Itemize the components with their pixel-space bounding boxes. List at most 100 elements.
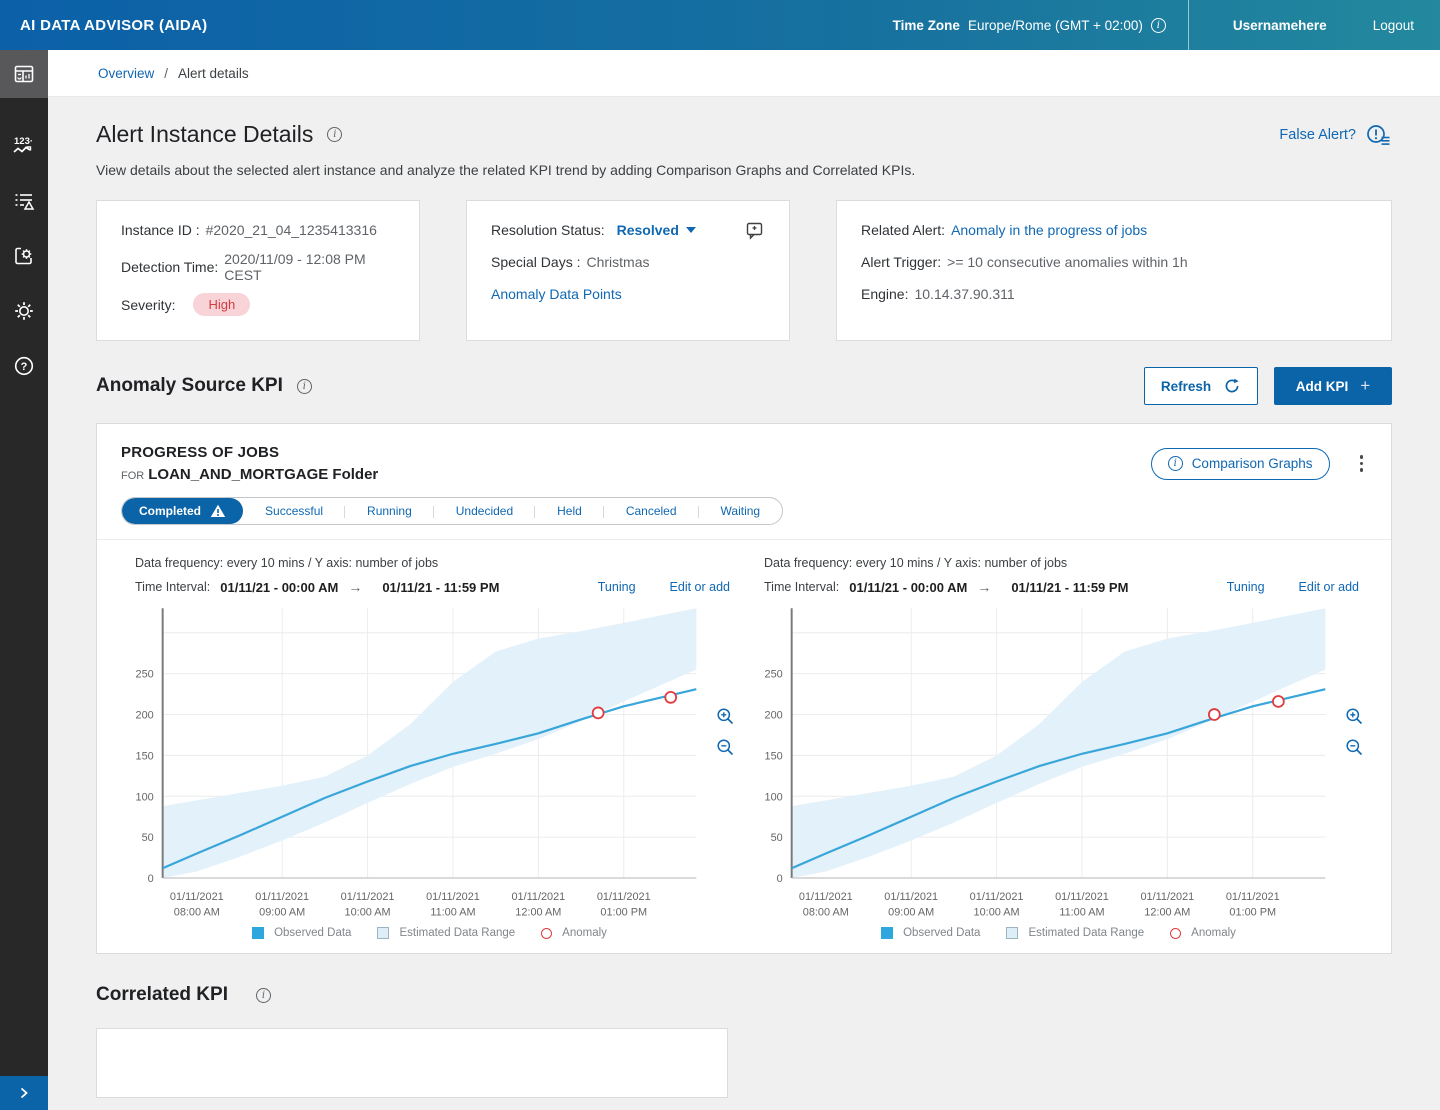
time-interval-end[interactable]: 01/11/21 - 11:59 PM xyxy=(1011,580,1128,595)
x-tick-time: 10:00 AM xyxy=(974,907,1020,919)
time-interval-start[interactable]: 01/11/21 - 00:00 AM xyxy=(220,580,338,595)
refresh-icon xyxy=(1223,377,1241,395)
resolution-card: Resolution Status: Resolved xyxy=(466,200,790,341)
false-alert-button[interactable]: False Alert? xyxy=(1279,123,1392,147)
anomaly-swatch xyxy=(541,928,552,939)
comparison-graphs-label: Comparison Graphs xyxy=(1192,456,1313,471)
instance-id-value: #2020_21_04_1235413316 xyxy=(206,222,377,238)
breadcrumb: Overview / Alert details xyxy=(48,50,1440,97)
chart-area: 05010015020025001/11/202108:00 AM01/11/2… xyxy=(136,608,697,919)
anomaly-point[interactable] xyxy=(665,692,676,703)
username[interactable]: Usernamehere xyxy=(1189,18,1373,33)
y-tick-label: 50 xyxy=(142,832,154,844)
legend-range-label: Estimated Data Range xyxy=(399,927,515,939)
anomaly-point[interactable] xyxy=(1209,709,1220,720)
resolution-status-value: Resolved xyxy=(617,222,679,238)
page-title-info-icon[interactable] xyxy=(327,127,342,142)
tuning-link[interactable]: Tuning xyxy=(1227,580,1265,594)
anomaly-point[interactable] xyxy=(593,707,604,718)
sidebar-expand-button[interactable] xyxy=(0,1076,48,1110)
x-tick-time: 12:00 AM xyxy=(515,907,561,919)
time-zone-info-icon[interactable] xyxy=(1151,18,1166,33)
correlated-kpi-info-icon[interactable] xyxy=(256,988,271,1003)
time-interval-start[interactable]: 01/11/21 - 00:00 AM xyxy=(849,580,967,595)
edit-or-add-link[interactable]: Edit or add xyxy=(670,580,730,594)
sidebar-item-kpi-configuration[interactable] xyxy=(0,232,48,280)
x-tick-date: 01/11/2021 xyxy=(426,891,480,903)
related-alert-label: Related Alert: xyxy=(861,222,945,238)
y-tick-label: 150 xyxy=(765,750,783,762)
anomaly-source-kpi-info-icon[interactable] xyxy=(297,379,312,394)
zoom-in-icon[interactable] xyxy=(1345,707,1364,726)
x-tick-time: 11:00 AM xyxy=(1059,907,1104,919)
kpi-title: PROGRESS OF JOBS xyxy=(121,444,378,461)
time-interval-end[interactable]: 01/11/21 - 11:59 PM xyxy=(382,580,499,595)
tab-canceled[interactable]: Canceled xyxy=(604,498,699,524)
chart-panel-right: Data frequency: every 10 mins / Y axis: … xyxy=(750,556,1367,939)
app-header: AI DATA ADVISOR (AIDA) Time Zone Europe/… xyxy=(0,0,1440,50)
chevron-down-icon xyxy=(686,227,696,233)
help-icon: ? xyxy=(12,354,36,378)
zoom-out-icon[interactable] xyxy=(716,738,735,757)
legend-anomaly-label: Anomaly xyxy=(1191,927,1236,939)
sidebar-item-kpi-trends[interactable]: 123· xyxy=(0,122,48,170)
alert-list-icon xyxy=(12,189,36,213)
zoom-out-icon[interactable] xyxy=(1345,738,1364,757)
refresh-button[interactable]: Refresh xyxy=(1144,367,1258,405)
tab-successful[interactable]: Successful xyxy=(243,498,345,524)
breadcrumb-current: Alert details xyxy=(178,66,249,81)
add-comment-button[interactable] xyxy=(745,221,765,240)
refresh-label: Refresh xyxy=(1161,379,1211,394)
y-tick-label: 200 xyxy=(136,709,154,721)
tab-undecided[interactable]: Undecided xyxy=(434,498,535,524)
time-interval-label: Time Interval: xyxy=(135,580,210,594)
anomaly-data-points-link[interactable]: Anomaly Data Points xyxy=(491,286,622,302)
add-kpi-button[interactable]: Add KPI + xyxy=(1274,367,1392,405)
resolution-status-dropdown[interactable]: Resolved xyxy=(617,222,696,238)
x-tick-date: 01/11/2021 xyxy=(170,891,224,903)
data-frequency-text: Data frequency: every 10 mins / Y axis: … xyxy=(750,556,1367,570)
tab-held[interactable]: Held xyxy=(535,498,604,524)
estimated-range-swatch xyxy=(377,927,389,939)
kebab-menu[interactable] xyxy=(1356,451,1368,476)
comment-plus-icon xyxy=(745,221,765,240)
tab-waiting[interactable]: Waiting xyxy=(699,498,783,524)
tab-completed[interactable]: Completed xyxy=(122,498,243,524)
detection-time-label: Detection Time: xyxy=(121,259,218,275)
arrow-right-icon: → xyxy=(348,579,362,595)
kpi-chart-svg: 05010015020025001/11/202108:00 AM01/11/2… xyxy=(121,603,712,919)
correlated-kpi-title: Correlated KPI xyxy=(96,984,228,1006)
x-tick-date: 01/11/2021 xyxy=(970,891,1024,903)
zoom-in-icon[interactable] xyxy=(716,707,735,726)
sidebar-item-help[interactable]: ? xyxy=(0,342,48,390)
logout-button[interactable]: Logout xyxy=(1373,18,1440,33)
instance-card: Instance ID : #2020_21_04_1235413316 Det… xyxy=(96,200,420,341)
resolution-status-label: Resolution Status: xyxy=(491,222,605,238)
breadcrumb-overview[interactable]: Overview xyxy=(98,66,154,81)
correlated-kpi-card xyxy=(96,1028,728,1098)
tab-running[interactable]: Running xyxy=(345,498,434,524)
anomaly-swatch xyxy=(1170,928,1181,939)
y-tick-label: 250 xyxy=(765,669,783,681)
svg-text:123·: 123· xyxy=(14,136,33,147)
kpi-chart-svg: 05010015020025001/11/202108:00 AM01/11/2… xyxy=(750,603,1341,919)
observed-data-swatch xyxy=(252,927,264,939)
legend-observed-label: Observed Data xyxy=(274,927,351,939)
related-alert-link[interactable]: Anomaly in the progress of jobs xyxy=(951,222,1147,238)
sidebar-item-alert-list[interactable] xyxy=(0,177,48,225)
sidebar-item-dashboard[interactable] xyxy=(0,50,48,98)
anomaly-point[interactable] xyxy=(1273,696,1284,707)
comparison-graphs-button[interactable]: Comparison Graphs xyxy=(1151,448,1330,480)
tuning-link[interactable]: Tuning xyxy=(598,580,636,594)
x-tick-date: 01/11/2021 xyxy=(1140,891,1194,903)
app-title: AI DATA ADVISOR (AIDA) xyxy=(20,17,207,34)
x-tick-date: 01/11/2021 xyxy=(1055,891,1109,903)
plus-icon: + xyxy=(1360,376,1370,396)
sidebar-item-settings[interactable] xyxy=(0,287,48,335)
severity-label: Severity: xyxy=(121,297,175,313)
y-tick-label: 200 xyxy=(765,709,783,721)
x-tick-time: 10:00 AM xyxy=(345,907,391,919)
engine-label: Engine: xyxy=(861,286,908,302)
false-alert-icon xyxy=(1366,123,1392,147)
edit-or-add-link[interactable]: Edit or add xyxy=(1299,580,1359,594)
